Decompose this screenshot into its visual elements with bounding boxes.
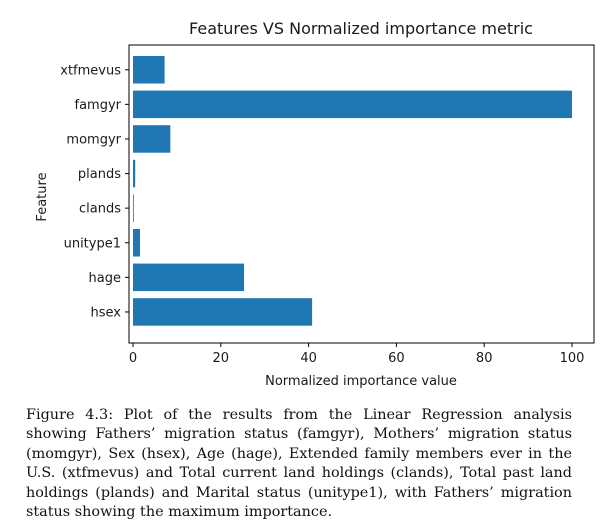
- x-axis-label: Normalized importance value: [265, 374, 457, 389]
- figure-caption: Figure 4.3: Plot of the results from the…: [26, 407, 572, 521]
- y-tick-label-famgyr: famgyr: [75, 98, 122, 113]
- plot-frame: [128, 44, 595, 344]
- bar-momgyr: [133, 125, 171, 153]
- bar-unitype1: [133, 229, 141, 257]
- x-tick-label-100: 100: [560, 351, 585, 366]
- x-tick-label-0: 0: [129, 351, 137, 366]
- bar-famgyr: [133, 90, 572, 119]
- bar-chart: Features VS Normalized importance metric…: [35, 19, 595, 389]
- x-tick-label-20: 20: [213, 351, 230, 366]
- y-tick-label-hsex: hsex: [91, 305, 122, 320]
- bar-plands: [133, 159, 136, 188]
- y-tick-label-unitype1: unitype1: [64, 236, 121, 251]
- y-tick-label-momgyr: momgyr: [66, 132, 121, 147]
- bar-xtfmevus: [133, 56, 165, 84]
- y-tick-label-xtfmevus: xtfmevus: [60, 63, 121, 78]
- y-tick-label-plands: plands: [78, 167, 121, 182]
- x-tick-label-60: 60: [388, 351, 405, 366]
- y-tick-labels: xtfmevus famgyr momgyr plands clands unitype1…: [60, 63, 129, 320]
- y-tick-label-hage: hage: [89, 271, 121, 286]
- bars-group: [133, 56, 572, 326]
- bar-hsex: [133, 298, 313, 326]
- chart-title: Features VS Normalized importance metric: [189, 19, 533, 38]
- x-tick-label-40: 40: [300, 351, 317, 366]
- bar-clands: [133, 194, 134, 222]
- y-axis-label: Feature: [35, 172, 50, 221]
- y-tick-label-clands: clands: [79, 202, 121, 217]
- x-tick-labels: 0 20 40 60 80 100: [129, 343, 585, 366]
- x-tick-label-80: 80: [476, 351, 493, 366]
- bar-hage: [133, 263, 245, 292]
